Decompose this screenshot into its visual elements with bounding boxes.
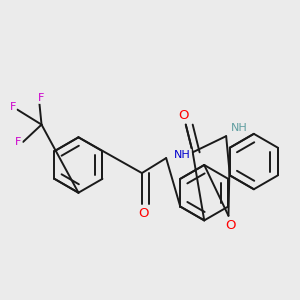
Text: F: F xyxy=(38,93,45,103)
Text: F: F xyxy=(15,137,22,147)
Text: O: O xyxy=(178,109,189,122)
Text: F: F xyxy=(10,102,16,112)
Text: NH: NH xyxy=(174,150,191,160)
Text: NH: NH xyxy=(231,123,248,133)
Text: O: O xyxy=(226,218,236,232)
Text: O: O xyxy=(138,207,148,220)
